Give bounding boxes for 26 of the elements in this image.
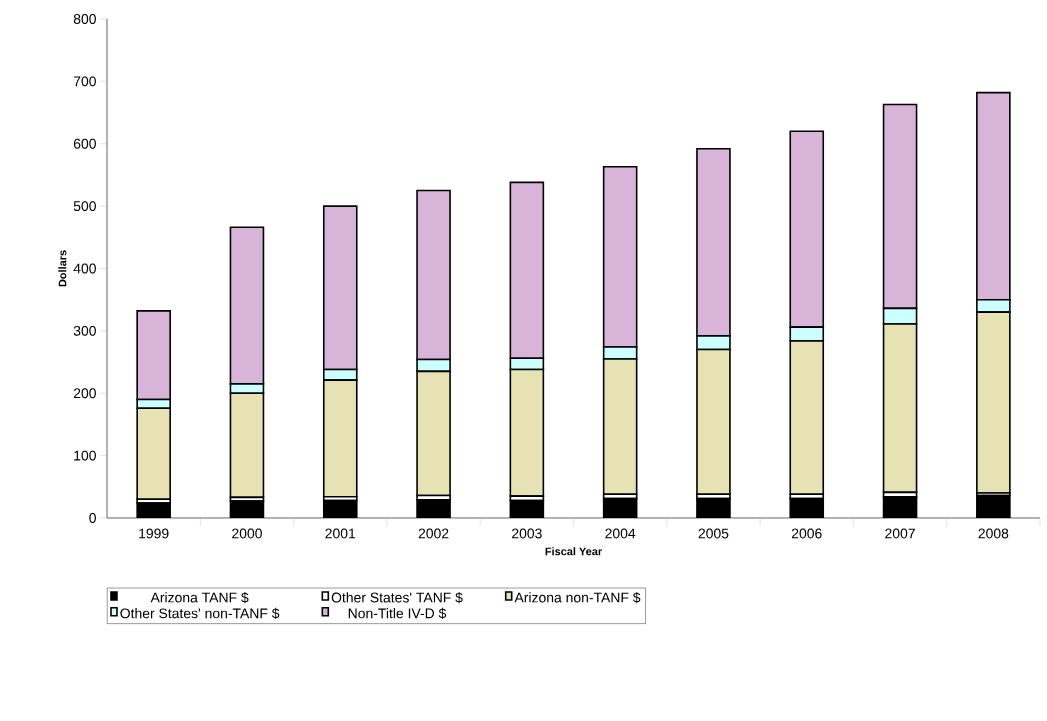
x-tick-label: 2001 [325,528,356,539]
legend-label: Other States' TANF $ [331,592,463,604]
legend-label: Other States' non-TANF $ [120,607,280,620]
y-tick-label: 800 [73,14,96,24]
y-tick-label: 300 [73,325,96,336]
text: Arizona TANF $ [150,592,249,604]
x-tick-label: 2005 [698,528,729,539]
x-tick-label: 1999 [139,528,169,539]
y-tick-label: 400 [73,263,96,274]
x-tick-label: 2000 [232,528,262,539]
y-axis-title: Dollars [58,250,67,287]
legend-label: Arizona non-TANF $ [514,592,641,604]
x-axis-title: Fiscal Year [545,547,602,556]
x-tick-label: 2003 [512,528,542,539]
y-tick-label: 100 [74,450,96,461]
y-tick-label: 700 [73,76,96,87]
y-tick-label: 200 [73,388,96,399]
y-tick-label: 0 [89,513,96,523]
y-tick-label: 600 [73,138,96,149]
x-tick-label: 2006 [791,528,822,539]
y-tick-label: 500 [73,201,96,212]
x-tick-label: 2007 [885,528,915,539]
x-tick-label: 2002 [418,528,449,539]
legend-label: Non-Title IV-D $ [348,607,447,620]
x-tick-label: 2004 [605,528,636,539]
x-tick-label: 2008 [978,528,1009,539]
